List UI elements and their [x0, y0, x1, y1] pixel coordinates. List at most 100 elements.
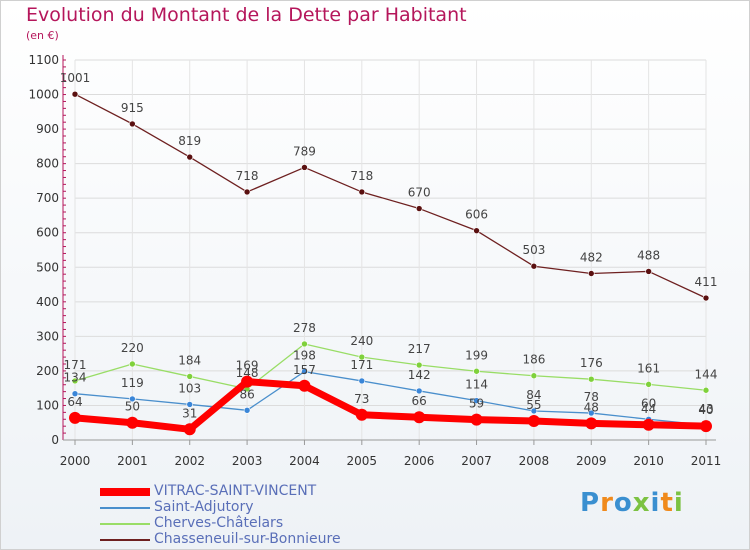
proxiti-logo: Proxiti	[580, 488, 684, 518]
data-point	[470, 413, 483, 426]
data-point	[243, 188, 251, 196]
data-point	[69, 411, 81, 424]
x-tick-label: 2006	[404, 454, 435, 468]
y-tick-label: 1000	[28, 88, 59, 102]
data-label: 171	[64, 358, 87, 372]
legend-swatch	[100, 523, 150, 525]
data-point	[298, 379, 311, 392]
legend-item-chasseneuil: Chasseneuil-sur-Bonnieure	[100, 531, 360, 548]
y-tick-label: 500	[36, 260, 59, 274]
data-label: 186	[522, 353, 545, 367]
x-tick-label: 2011	[691, 454, 722, 468]
data-point	[702, 294, 710, 302]
data-label: 171	[350, 358, 373, 372]
x-tick-label: 2002	[174, 454, 205, 468]
data-label: 718	[236, 169, 259, 183]
data-point	[645, 381, 652, 388]
plot-area	[75, 60, 706, 440]
chart-title: Evolution du Montant de la Dette par Hab…	[26, 4, 467, 26]
data-point	[587, 270, 595, 277]
data-point	[358, 377, 366, 385]
logo-letter: P	[580, 488, 601, 518]
data-point	[186, 401, 194, 408]
data-label: 73	[354, 392, 369, 406]
data-point	[700, 420, 712, 433]
data-label: 411	[695, 275, 718, 289]
x-tick-label: 2010	[633, 454, 664, 468]
data-point	[585, 417, 598, 430]
data-label: 819	[178, 134, 201, 148]
data-point	[527, 415, 540, 427]
legend-swatch	[100, 488, 150, 496]
data-label: 59	[469, 397, 484, 411]
x-tick-label: 2003	[232, 454, 263, 468]
data-point	[71, 90, 79, 98]
data-point	[358, 353, 366, 361]
data-label: 915	[121, 101, 144, 115]
data-label: 169	[236, 359, 259, 373]
data-label: 103	[178, 381, 201, 395]
data-label: 84	[526, 388, 541, 402]
data-label: 1001	[60, 71, 91, 85]
data-label: 789	[293, 144, 316, 158]
data-label: 50	[125, 400, 140, 414]
data-point	[702, 386, 710, 394]
legend-item-vitrac: VITRAC-SAINT-VINCENT	[100, 483, 360, 500]
data-point	[129, 395, 136, 403]
data-label: 144	[695, 367, 718, 381]
logo-letter: x	[632, 488, 651, 518]
y-tick-label: 200	[36, 364, 59, 378]
data-label: 44	[641, 402, 656, 416]
y-tick-label: 400	[36, 295, 59, 309]
logo-letter: i	[673, 488, 684, 518]
y-tick-label: 800	[36, 157, 59, 171]
data-label: 142	[408, 368, 431, 382]
data-label: 31	[182, 406, 197, 420]
y-tick-label: 300	[36, 329, 59, 343]
data-label: 55	[526, 398, 541, 412]
data-label: 134	[64, 371, 87, 385]
data-label: 157	[293, 363, 316, 377]
data-point	[358, 188, 366, 196]
data-label: 119	[121, 376, 144, 390]
x-tick-label: 2009	[576, 454, 607, 468]
unit-label: (en €)	[26, 29, 59, 42]
data-point	[126, 416, 139, 429]
data-label: 161	[637, 361, 660, 375]
legend-label: Saint-Adjutory	[154, 499, 254, 515]
y-tick-label: 700	[36, 191, 59, 205]
series-line	[74, 370, 707, 426]
data-point	[241, 375, 254, 388]
data-label: 43	[698, 402, 713, 416]
legend-label: Chasseneuil-sur-Bonnieure	[154, 531, 341, 547]
data-label: 217	[408, 342, 431, 356]
legend-swatch	[100, 539, 150, 541]
y-tick-label: 0	[51, 433, 59, 447]
data-point	[355, 408, 368, 421]
data-label: 670	[408, 186, 431, 200]
data-label: 606	[465, 208, 488, 222]
data-label: 503	[522, 243, 545, 257]
data-label: 78	[584, 390, 599, 404]
data-point	[473, 227, 480, 234]
legend-label: VITRAC-SAINT-VINCENT	[154, 483, 317, 499]
data-label: 184	[178, 353, 201, 367]
logo-letter: r	[600, 488, 614, 518]
data-point	[301, 164, 308, 171]
data-point	[71, 390, 79, 398]
data-point	[587, 409, 595, 417]
data-point	[301, 368, 308, 375]
legend-label: Cherves-Châtelars	[154, 515, 284, 531]
data-label: 60	[641, 396, 656, 410]
y-tick-label: 100	[36, 398, 59, 412]
data-point	[530, 372, 538, 380]
data-label: 148	[236, 366, 259, 380]
data-point	[415, 361, 423, 369]
data-label: 198	[293, 349, 316, 363]
data-point	[186, 153, 194, 161]
logo-letter: t	[660, 488, 674, 518]
logo-letter: o	[613, 488, 633, 518]
data-label: 482	[580, 250, 603, 264]
series-line	[71, 378, 710, 433]
